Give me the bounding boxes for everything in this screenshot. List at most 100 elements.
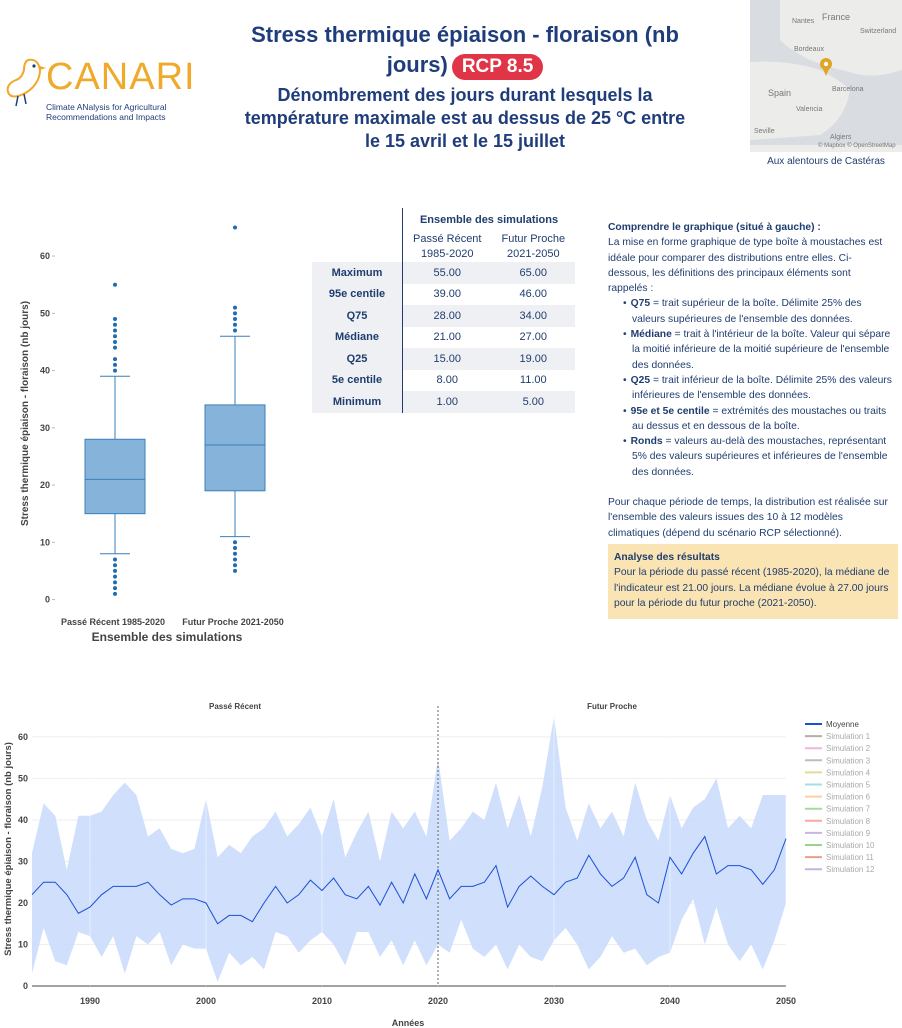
mean-line	[31, 835, 787, 925]
outlier	[233, 322, 237, 327]
table-row: Minimum 1.00 5.00	[312, 391, 576, 413]
table-header-row: Passé Récent 1985-2020 Futur Proche 2021-2…	[312, 232, 575, 262]
definition: Médiane = trait à l'intérieur de la boît…	[630, 327, 893, 373]
map: France Nantes Switzerland Bordeaux Spain…	[750, 0, 902, 152]
outlier	[113, 591, 117, 596]
legend-label: Simulation 2	[826, 744, 871, 753]
legend-label: Simulation 11	[826, 853, 874, 862]
table-row: Médiane 21.00 27.00	[312, 326, 575, 348]
analysis-box: Analyse des résultats Pour la période du…	[608, 544, 898, 620]
table-body: Maximum 55.00 65.00 95e centile 39.00 46.00 Q7…	[312, 262, 576, 413]
section-label: Passé Récent	[209, 702, 261, 711]
outlier	[113, 345, 117, 350]
table-cell: 28.00	[402, 305, 492, 327]
outlier	[113, 557, 117, 562]
definition: Q25 = trait inférieur de la boîte. Délim…	[631, 373, 893, 404]
outlier	[113, 368, 117, 373]
map-label: Switzerland	[860, 28, 897, 35]
outlier	[113, 282, 117, 287]
column-header: Passé Récent 1985-2020	[402, 232, 492, 262]
map-label: Spain	[768, 88, 792, 98]
box	[84, 438, 146, 515]
y-tick-label: 60	[18, 732, 28, 742]
x-tick-label: 2030	[544, 996, 564, 1006]
table-cell: 8.00	[402, 369, 492, 391]
x-tick-label: 2010	[312, 996, 332, 1006]
legend-label: Simulation 6	[826, 793, 871, 802]
definition-text: = trait à l'intérieur de la boîte. Valeu…	[632, 329, 891, 371]
y-tick-label: 60	[40, 251, 50, 261]
outlier	[233, 305, 237, 310]
x-tick-label: Passé Récent 1985-2020	[61, 617, 165, 627]
legend-label: Simulation 1	[826, 732, 871, 741]
outlier	[233, 557, 237, 562]
y-tick-label: 50	[40, 308, 50, 318]
x-tick-label: 2050	[776, 996, 796, 1006]
table-row: 95e centile 39.00 46.00	[312, 283, 575, 305]
table-cell: 39.00	[402, 283, 492, 305]
x-axis-label: Années	[392, 1018, 425, 1028]
logo-tagline: Climate ANalysis for Agricultural	[46, 102, 167, 112]
table-cell: 1.00	[402, 391, 492, 413]
row-label: Q75	[312, 305, 403, 327]
y-tick-label: 0	[23, 981, 28, 991]
map-shapes	[750, 0, 902, 152]
row-label: Q25	[312, 348, 403, 370]
legend-label: Moyenne	[826, 720, 859, 729]
outlier	[233, 328, 237, 333]
stats-table: Ensemble des simulations Passé Récent 198…	[312, 208, 576, 413]
range-band	[32, 716, 786, 982]
map-label: Valencia	[796, 106, 823, 113]
row-label: Maximum	[312, 262, 403, 284]
map-label: Bordeaux	[794, 46, 824, 53]
legend-label: Simulation 9	[826, 829, 871, 838]
table-cell: 65.00	[491, 262, 576, 284]
explanation-intro: La mise en forme graphique de type boîte…	[608, 237, 883, 295]
title-block: Stress thermique épiaison - floraison (n…	[250, 20, 680, 80]
explanation: Comprendre le graphique (situé à gauche)…	[608, 220, 893, 541]
x-tick-label: 2020	[428, 996, 448, 1006]
y-tick-label: 10	[40, 537, 50, 547]
map-label: Seville	[754, 128, 775, 135]
outlier	[113, 586, 117, 591]
explanation-outro: Pour chaque période de temps, la distrib…	[608, 497, 888, 539]
subtitle: Dénombrement des jours durant lesquels l…	[244, 85, 686, 151]
outlier	[233, 225, 237, 230]
definition-list: Q75 = trait supérieur de la boîte. Délim…	[608, 296, 893, 480]
outlier	[113, 568, 117, 573]
definition: Ronds = valeurs au-delà des moustaches, …	[630, 434, 893, 480]
definition: 95e et 5e centile = extrémités des moust…	[630, 404, 893, 435]
definition-term: Ronds	[630, 436, 663, 448]
x-axis-label: Ensemble des simulations	[92, 630, 243, 644]
definition-text: = valeurs au-delà des moustaches, représ…	[632, 436, 888, 478]
analysis-text: Pour la période du passé récent (1985-20…	[614, 567, 890, 609]
legend-label: Simulation 10	[826, 841, 875, 850]
map-label: Algiers	[830, 134, 852, 141]
y-axis-label: Stress thermique épiaison - floraison (n…	[20, 301, 31, 526]
x-tick-label: 2040	[660, 996, 680, 1006]
map-label: Barcelona	[832, 86, 864, 93]
y-tick-label: 0	[45, 595, 50, 605]
outlier	[113, 328, 117, 333]
column-name: Futur Proche	[501, 233, 566, 245]
title: Stress thermique épiaison - floraison (n…	[251, 22, 679, 77]
x-tick-label: Futur Proche 2021-2050	[182, 617, 284, 627]
table-cell: 55.00	[402, 262, 492, 284]
y-tick-label: 10	[18, 939, 28, 949]
outlier	[113, 357, 117, 362]
outlier	[113, 317, 117, 322]
definition-term: 95e et 5e centile	[630, 405, 710, 417]
table-cell: 21.00	[402, 326, 492, 348]
outlier	[113, 574, 117, 579]
y-tick-label: 20	[40, 480, 50, 490]
table-row: Q25 15.00 19.00	[312, 348, 576, 370]
outlier	[113, 322, 117, 327]
outlier	[233, 568, 237, 573]
definition-term: Médiane	[630, 329, 672, 341]
logo-bird	[6, 58, 46, 107]
definition-text: = extrémités des moustaches ou traits au…	[632, 405, 887, 432]
definition-term: Q75	[630, 298, 651, 310]
legend-label: Simulation 5	[826, 781, 871, 790]
definition-text: = trait inférieur de la boîte. Délimite …	[632, 374, 892, 402]
